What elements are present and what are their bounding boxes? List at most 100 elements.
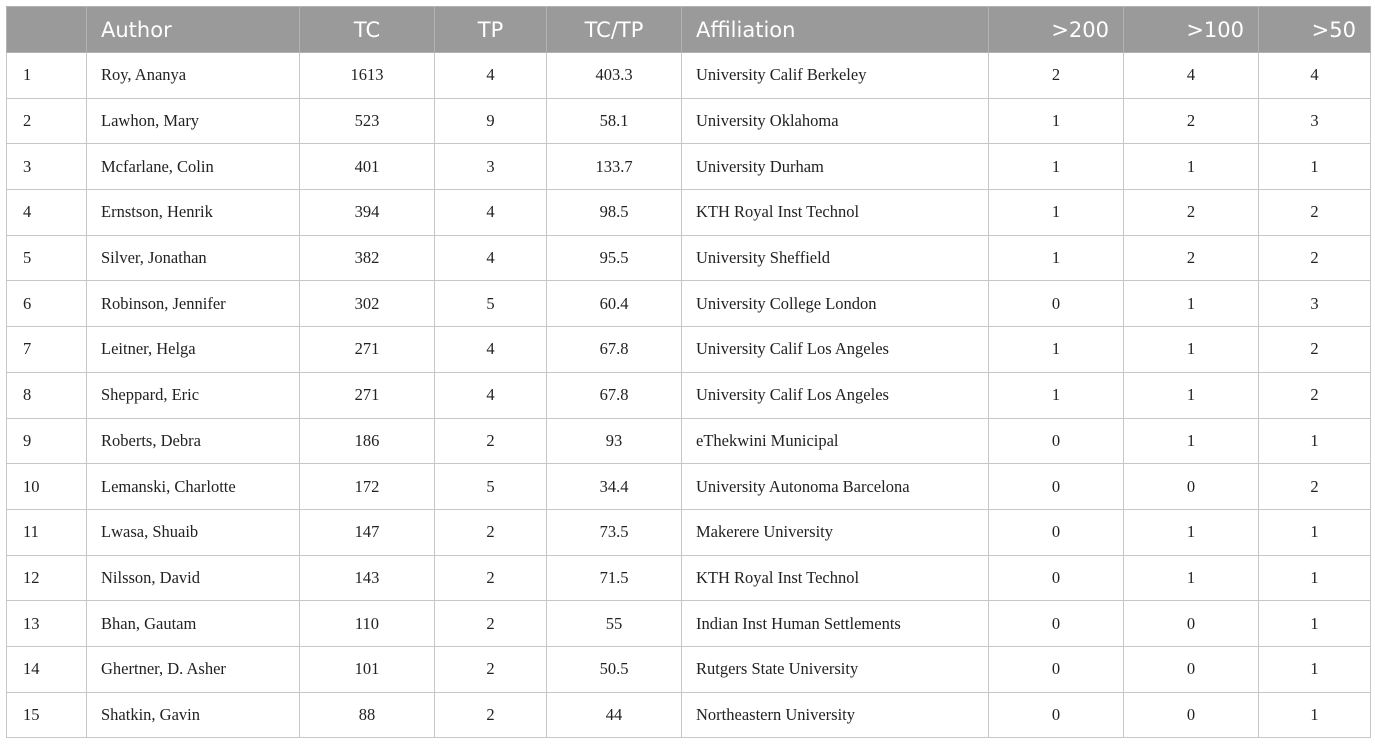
cell-affiliation: University Calif Los Angeles <box>681 371 989 419</box>
header-row: Author TC TP TC/TP Affiliation >200 >100… <box>6 6 1371 53</box>
cell-tc: 172 <box>299 463 435 510</box>
table-row: 5 Silver, Jonathan 382 4 95.5 University Shef… <box>6 234 1371 282</box>
cell-gt50: 2 <box>1258 189 1371 236</box>
cell-tc: 147 <box>299 508 435 556</box>
cell-gt200: 0 <box>988 600 1124 647</box>
cell-affiliation: University College London <box>681 280 989 328</box>
table-row: 9 Roberts, Debra 186 2 93 eThekwini Municipal… <box>6 417 1371 465</box>
header-tp: TP <box>434 6 547 53</box>
cell-index: 8 <box>6 371 87 419</box>
cell-index: 3 <box>6 143 87 191</box>
author-table: Author TC TP TC/TP Affiliation >200 >100… <box>6 6 1371 739</box>
cell-author: Silver, Jonathan <box>86 234 300 282</box>
cell-tc: 186 <box>299 417 435 465</box>
cell-tc-tp: 50.5 <box>546 645 682 693</box>
cell-tc-tp: 93 <box>546 417 682 465</box>
cell-index: 2 <box>6 97 87 145</box>
cell-gt200: 0 <box>988 417 1124 465</box>
cell-tp: 4 <box>434 371 547 419</box>
cell-author: Ghertner, D. Asher <box>86 645 300 693</box>
cell-tc-tp: 133.7 <box>546 143 682 191</box>
cell-gt50: 3 <box>1258 97 1371 145</box>
cell-tc-tp: 403.3 <box>546 52 682 99</box>
table-row: 2 Lawhon, Mary 523 9 58.1 University Oklahoma… <box>6 97 1371 145</box>
table-row: 7 Leitner, Helga 271 4 67.8 University Calif … <box>6 326 1371 373</box>
cell-author: Shatkin, Gavin <box>86 691 300 739</box>
cell-tp: 2 <box>434 691 547 739</box>
cell-index: 11 <box>6 508 87 556</box>
cell-tc: 143 <box>299 554 435 602</box>
cell-tp: 3 <box>434 143 547 191</box>
header-author: Author <box>86 6 300 53</box>
cell-gt200: 0 <box>988 508 1124 556</box>
cell-gt200: 0 <box>988 691 1124 739</box>
table-row: 14 Ghertner, D. Asher 101 2 50.5 Rutgers Stat… <box>6 645 1371 693</box>
cell-author: Roberts, Debra <box>86 417 300 465</box>
cell-gt50: 2 <box>1258 463 1371 510</box>
table-row: 11 Lwasa, Shuaib 147 2 73.5 Makerere Universi… <box>6 508 1371 556</box>
cell-gt200: 2 <box>988 52 1124 99</box>
cell-tp: 9 <box>434 97 547 145</box>
cell-tp: 4 <box>434 234 547 282</box>
cell-tc-tp: 95.5 <box>546 234 682 282</box>
cell-tc-tp: 55 <box>546 600 682 647</box>
cell-tp: 4 <box>434 52 547 99</box>
cell-affiliation: University Sheffield <box>681 234 989 282</box>
cell-tc: 271 <box>299 326 435 373</box>
header-gt50: >50 <box>1258 6 1371 53</box>
cell-index: 10 <box>6 463 87 510</box>
cell-gt200: 1 <box>988 371 1124 419</box>
cell-index: 6 <box>6 280 87 328</box>
cell-affiliation: Northeastern University <box>681 691 989 739</box>
cell-index: 7 <box>6 326 87 373</box>
cell-gt200: 1 <box>988 326 1124 373</box>
cell-index: 13 <box>6 600 87 647</box>
cell-affiliation: KTH Royal Inst Technol <box>681 189 989 236</box>
cell-author: Ernstson, Henrik <box>86 189 300 236</box>
cell-affiliation: University Durham <box>681 143 989 191</box>
cell-tc: 271 <box>299 371 435 419</box>
header-gt200: >200 <box>988 6 1124 53</box>
cell-tc-tp: 67.8 <box>546 371 682 419</box>
cell-tc-tp: 58.1 <box>546 97 682 145</box>
cell-tp: 2 <box>434 508 547 556</box>
cell-tc-tp: 71.5 <box>546 554 682 602</box>
cell-tc-tp: 34.4 <box>546 463 682 510</box>
cell-tc: 110 <box>299 600 435 647</box>
cell-gt100: 1 <box>1123 280 1259 328</box>
cell-tp: 5 <box>434 280 547 328</box>
cell-gt200: 0 <box>988 645 1124 693</box>
table-row: 15 Shatkin, Gavin 88 2 44 Northeastern Univer… <box>6 691 1371 739</box>
cell-index: 14 <box>6 645 87 693</box>
cell-gt200: 1 <box>988 234 1124 282</box>
cell-author: Robinson, Jennifer <box>86 280 300 328</box>
header-affiliation: Affiliation <box>681 6 989 53</box>
cell-author: Lwasa, Shuaib <box>86 508 300 556</box>
cell-gt50: 2 <box>1258 371 1371 419</box>
cell-affiliation: Makerere University <box>681 508 989 556</box>
cell-tc: 302 <box>299 280 435 328</box>
table-body: 1 Roy, Ananya 1613 4 403.3 University Calif B… <box>6 52 1371 739</box>
cell-tp: 2 <box>434 417 547 465</box>
cell-gt100: 2 <box>1123 189 1259 236</box>
cell-author: Sheppard, Eric <box>86 371 300 419</box>
cell-gt50: 1 <box>1258 691 1371 739</box>
cell-affiliation: KTH Royal Inst Technol <box>681 554 989 602</box>
header-tc-tp: TC/TP <box>546 6 682 53</box>
cell-tc-tp: 73.5 <box>546 508 682 556</box>
cell-affiliation: University Calif Berkeley <box>681 52 989 99</box>
cell-author: Lemanski, Charlotte <box>86 463 300 510</box>
cell-gt100: 4 <box>1123 52 1259 99</box>
cell-index: 9 <box>6 417 87 465</box>
cell-tc: 523 <box>299 97 435 145</box>
header-tc: TC <box>299 6 435 53</box>
cell-gt100: 0 <box>1123 600 1259 647</box>
cell-tc-tp: 60.4 <box>546 280 682 328</box>
table-row: 3 Mcfarlane, Colin 401 3 133.7 University Dur… <box>6 143 1371 191</box>
cell-tp: 4 <box>434 189 547 236</box>
cell-gt100: 2 <box>1123 97 1259 145</box>
cell-affiliation: University Oklahoma <box>681 97 989 145</box>
cell-gt50: 1 <box>1258 600 1371 647</box>
table-row: 12 Nilsson, David 143 2 71.5 KTH Royal Inst T… <box>6 554 1371 602</box>
table-row: 13 Bhan, Gautam 110 2 55 Indian Inst Human Se… <box>6 600 1371 647</box>
